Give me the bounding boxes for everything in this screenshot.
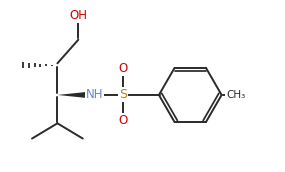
Text: S: S bbox=[119, 88, 127, 101]
Polygon shape bbox=[57, 92, 89, 98]
Text: OH: OH bbox=[69, 9, 87, 22]
Text: O: O bbox=[119, 114, 128, 127]
Text: NH: NH bbox=[86, 88, 103, 101]
Text: CH₃: CH₃ bbox=[226, 90, 245, 100]
Text: O: O bbox=[119, 62, 128, 76]
